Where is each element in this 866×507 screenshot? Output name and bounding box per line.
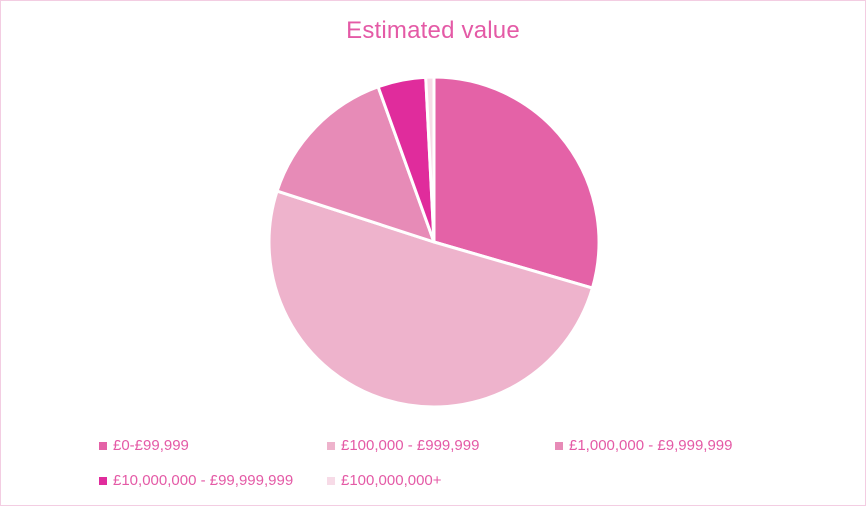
chart-title: Estimated value — [346, 17, 520, 44]
pie-slice-0 — [432, 75, 601, 290]
pie-slice-2 — [275, 85, 436, 244]
pie-slice-1 — [267, 189, 594, 409]
pie-slice-4 — [424, 75, 436, 244]
